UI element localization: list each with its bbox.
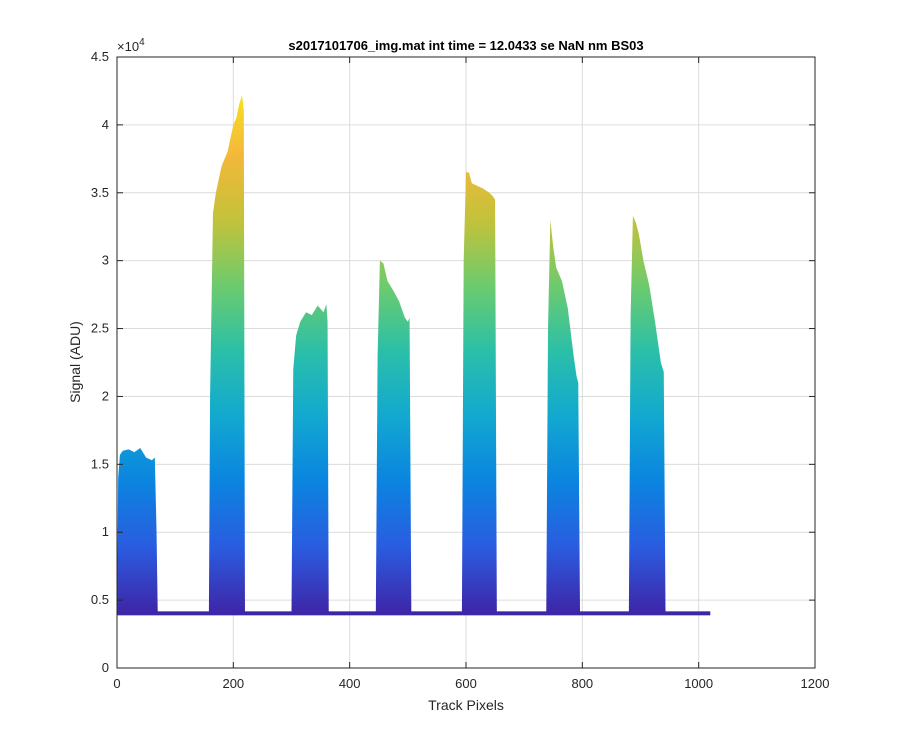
x-axis-label: Track Pixels xyxy=(428,697,504,713)
signal-peak-7 xyxy=(628,215,666,613)
signal-peak-4 xyxy=(375,260,412,613)
baseline-line xyxy=(117,611,711,616)
y-tick-label: 1 xyxy=(102,524,109,539)
y-axis-exponent-power: 4 xyxy=(139,37,145,48)
y-axis-exponent: ×104 xyxy=(117,37,145,54)
y-tick-label: 0.5 xyxy=(91,592,109,607)
x-tick-label: 1200 xyxy=(801,676,830,691)
x-axis-ticks: 0 200 400 600 800 1000 1200 xyxy=(113,57,829,691)
y-tick-label: 1.5 xyxy=(91,456,109,471)
y-tick-label: 2.5 xyxy=(91,321,109,336)
signal-areas xyxy=(117,95,666,613)
y-axis-label: Signal (ADU) xyxy=(67,321,83,403)
y-tick-label: 4.5 xyxy=(91,49,109,64)
x-tick-label: 400 xyxy=(339,676,361,691)
chart-title: s2017101706_img.mat int time = 12.0433 s… xyxy=(288,38,643,53)
signal-peak-2 xyxy=(208,95,245,613)
x-tick-label: 0 xyxy=(113,676,120,691)
y-axis-exponent-base: ×10 xyxy=(117,39,139,54)
baseline-trace xyxy=(117,611,711,616)
y-tick-label: 4 xyxy=(102,117,109,132)
x-tick-label: 800 xyxy=(571,676,593,691)
x-tick-label: 1000 xyxy=(684,676,713,691)
y-tick-label: 3.5 xyxy=(91,185,109,200)
y-tick-label: 0 xyxy=(102,660,109,675)
signal-peak-5 xyxy=(461,172,497,613)
signal-peak-6 xyxy=(546,219,581,613)
x-tick-label: 600 xyxy=(455,676,477,691)
signal-peak-1 xyxy=(117,448,158,613)
y-tick-label: 2 xyxy=(102,388,109,403)
y-tick-label: 3 xyxy=(102,253,109,268)
y-axis-ticks: 0 0.5 1 1.5 2 2.5 3 3.5 4 4.5 xyxy=(91,49,815,675)
signal-peak-3 xyxy=(291,304,329,613)
x-tick-label: 200 xyxy=(222,676,244,691)
